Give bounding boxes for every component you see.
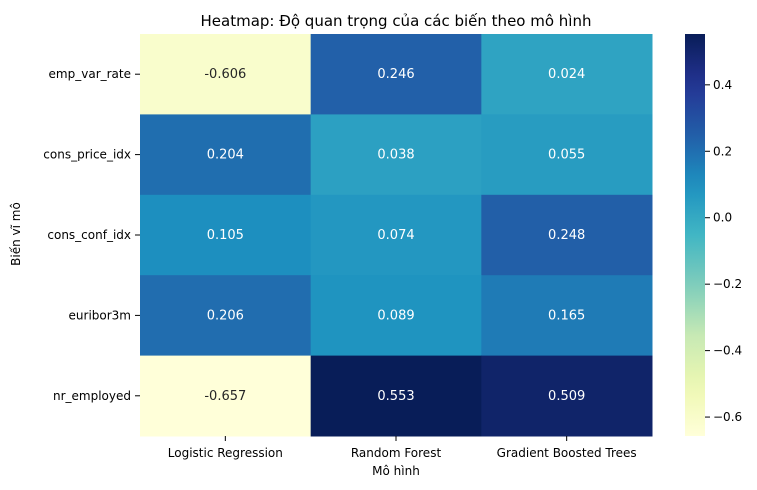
heatmap-cell	[140, 355, 312, 437]
cell-value-label: 0.105	[207, 228, 244, 243]
cell-value-label: 0.204	[207, 148, 244, 163]
y-tick-label: cons_price_idx	[43, 148, 131, 162]
colorbar-gradient	[685, 34, 705, 436]
colorbar: 0.4 0.2 0.0 −0.2 −0.4 −0.6	[685, 34, 742, 436]
heatmap-cell	[140, 275, 312, 357]
cell-value-label: 0.165	[548, 308, 585, 323]
cell-value-label: 0.246	[377, 67, 414, 82]
y-tick-label: cons_conf_idx	[47, 228, 131, 242]
heatmap-cell	[310, 275, 482, 357]
heatmap-cell	[310, 34, 482, 115]
cell-value-label: 0.055	[548, 148, 585, 163]
cell-value-label: 0.509	[548, 389, 585, 404]
heatmap-cell	[481, 34, 653, 115]
colorbar-tick-label: 0.0	[713, 211, 732, 225]
y-axis: emp_var_rate cons_price_idx cons_conf_idxe…	[43, 67, 140, 403]
x-tick-label: Gradient Boosted Trees	[497, 446, 637, 460]
x-tick-label: Random Forest	[351, 446, 442, 460]
y-tick-label: emp_var_rate	[49, 67, 131, 81]
cell-value-label: 0.024	[548, 67, 585, 82]
cell-value-label: 0.206	[207, 308, 244, 323]
heatmap-cell	[310, 355, 482, 437]
colorbar-tick-label: −0.4	[713, 344, 742, 358]
y-tick-label: euribor3m	[69, 308, 131, 322]
heatmap-cell	[140, 34, 312, 115]
heatmap-cell	[481, 194, 653, 276]
heatmap-cell	[310, 194, 482, 276]
colorbar-tick-label: 0.2	[713, 144, 732, 158]
cell-value-label: -0.657	[204, 389, 246, 404]
y-tick-label: nr_employed	[53, 389, 131, 403]
heatmap-cell	[310, 114, 482, 196]
chart-title: Heatmap: Độ quan trọng của các biến theo…	[201, 12, 592, 30]
colorbar-tick-label: −0.2	[713, 277, 742, 291]
x-axis: Logistic Regression Random Forest Gradient…	[168, 436, 637, 460]
heatmap-cell	[140, 114, 312, 196]
x-axis-label: Mô hình	[372, 464, 420, 478]
y-axis-label: Biến vĩ mô	[9, 202, 23, 266]
cell-value-label: 0.074	[377, 228, 414, 243]
cell-value-label: -0.606	[204, 67, 246, 82]
heatmap-cell	[481, 355, 653, 437]
heatmap-cells: -0.606 0.246 0.024 0.204 0.038 0.055 0.105 0.07…	[140, 34, 653, 437]
cell-value-label: 0.089	[377, 308, 414, 323]
heatmap-cell	[140, 194, 312, 276]
cell-value-label: 0.553	[377, 389, 414, 404]
heatmap-cell	[481, 275, 653, 357]
cell-value-label: 0.038	[377, 148, 414, 163]
x-tick-label: Logistic Regression	[168, 446, 283, 460]
colorbar-tick-label: −0.6	[713, 410, 742, 424]
colorbar-tick-label: 0.4	[713, 78, 732, 92]
cell-value-label: 0.248	[548, 228, 585, 243]
heatmap-cell	[481, 114, 653, 196]
